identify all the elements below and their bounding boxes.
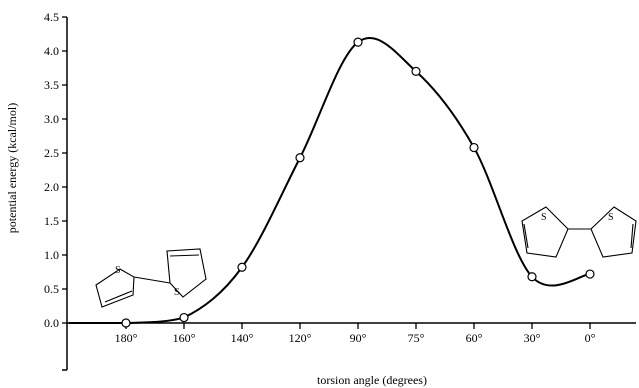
data-point [469, 142, 479, 153]
x-axis-ticks: 180° 160° 140° 120° 90° 75° 60° 30° 0° [115, 323, 596, 345]
double-bond [523, 223, 529, 249]
y-axis-label: potential energy (kcal/mol) [5, 103, 19, 233]
y-tick-label: 3.0 [44, 112, 59, 126]
thiophene-ring-right [590, 206, 637, 258]
y-axis-ticks: 0.0 0.5 1.0 1.5 2.0 2.5 3.0 3.5 4.0 4.5 [44, 10, 67, 330]
data-point [295, 153, 305, 163]
y-tick-label: 1.5 [44, 214, 59, 228]
double-bond [630, 223, 634, 249]
ring-bond [133, 276, 171, 284]
axes [62, 17, 636, 371]
y-tick-label: 0.0 [44, 316, 59, 330]
data-point [527, 272, 537, 282]
data-point [179, 312, 189, 323]
data-point [411, 66, 421, 77]
y-tick-label: 3.5 [44, 78, 59, 92]
sulfur-atom-label: S [541, 212, 547, 223]
sulfur-atom-label: S [608, 212, 614, 223]
data-point [121, 318, 131, 328]
x-tick-label: 180° [115, 331, 138, 345]
sulfur-atom-label: S [115, 265, 121, 276]
x-tick-label: 140° [231, 331, 254, 345]
series-curve [69, 36, 591, 324]
double-bond [169, 254, 200, 257]
y-tick-label: 2.5 [44, 146, 59, 160]
data-points [121, 37, 595, 328]
y-tick-label: 4.0 [44, 44, 59, 58]
thiophene-ring-right [166, 248, 207, 298]
trans-bithiophene-molecule [95, 248, 207, 308]
y-tick-label: 4.5 [44, 10, 59, 24]
x-tick-label: 75° [408, 331, 425, 345]
y-tick-label: 0.5 [44, 282, 59, 296]
x-axis-label: torsion angle (degrees) [317, 373, 427, 387]
cis-bithiophene-molecule [521, 206, 637, 258]
y-tick-label: 1.0 [44, 248, 59, 262]
thiophene-ring-left [95, 268, 135, 308]
thiophene-ring-left [521, 206, 569, 258]
x-tick-label: 0° [585, 331, 596, 345]
sulfur-atom-label: S [174, 287, 180, 298]
double-bond [104, 290, 133, 303]
x-tick-label: 120° [289, 331, 312, 345]
x-tick-label: 30° [524, 331, 541, 345]
data-point [585, 269, 595, 279]
data-point [237, 262, 247, 272]
x-tick-label: 90° [350, 331, 367, 345]
x-tick-label: 60° [466, 331, 483, 345]
y-tick-label: 2.0 [44, 180, 59, 194]
x-tick-label: 160° [173, 331, 196, 345]
data-point [353, 37, 363, 47]
